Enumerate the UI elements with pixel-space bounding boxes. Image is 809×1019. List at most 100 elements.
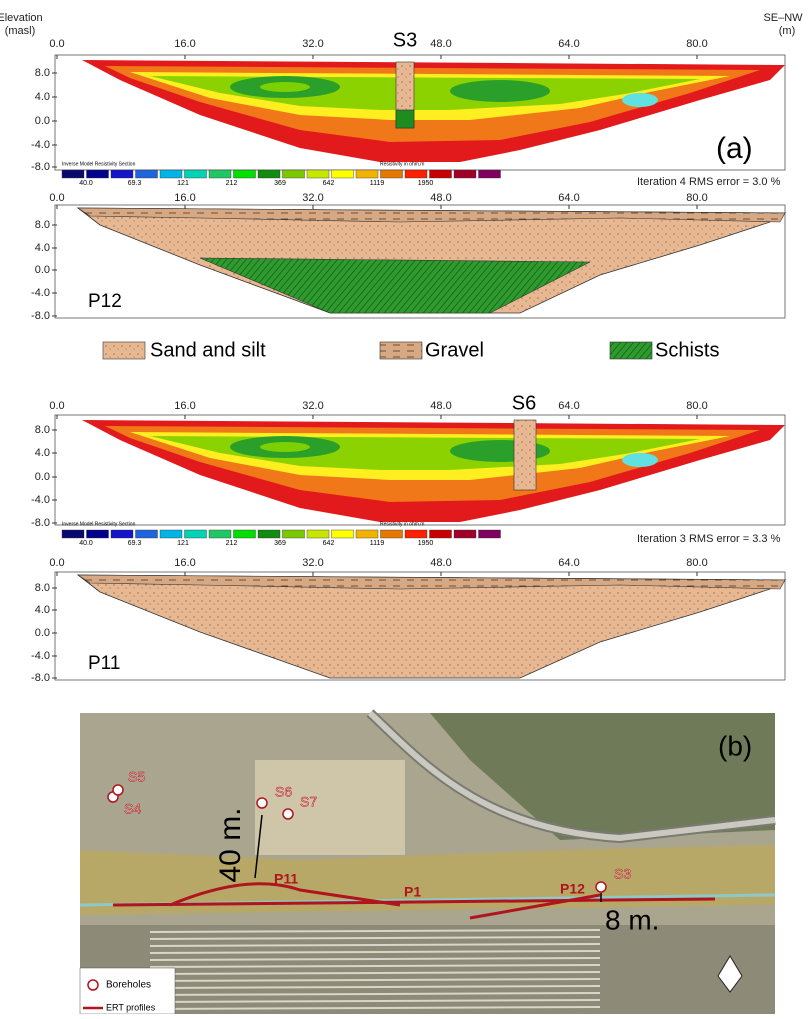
color-swatch <box>62 170 84 178</box>
color-swatch <box>258 530 280 538</box>
x-tick-label: 16.0 <box>174 192 195 204</box>
legend-label: Gravel <box>425 339 484 361</box>
x-tick-label: 0.0 <box>49 557 64 569</box>
legend-marker <box>88 980 98 990</box>
y-tick-label: -8.0 <box>31 161 50 173</box>
profile-label: P11 <box>88 653 120 674</box>
x-tick-label: 80.0 <box>686 38 707 50</box>
y-axis-unit: (masl) <box>5 25 36 37</box>
resistivity-zone <box>260 82 310 92</box>
borehole-label: S6 <box>512 392 536 414</box>
legend-label: ERT profiles <box>106 1002 156 1012</box>
color-swatch <box>160 170 182 178</box>
y-tick-label: 8.0 <box>35 582 50 594</box>
color-swatch <box>258 170 280 178</box>
x-tick-label: 48.0 <box>430 192 451 204</box>
color-scale-label: 1950 <box>418 180 434 187</box>
color-swatch <box>430 170 452 178</box>
color-swatch <box>307 530 329 538</box>
legend-label: Schists <box>655 339 719 361</box>
legend-swatch <box>103 342 145 359</box>
resistivity-zone <box>450 80 550 102</box>
geology-section <box>78 575 785 678</box>
borehole-marker <box>257 798 267 808</box>
borehole-marker <box>113 785 123 795</box>
borehole-label: S3 <box>393 29 417 51</box>
resistivity-zone <box>622 453 658 467</box>
color-scale-label: 642 <box>323 180 335 187</box>
sand-and-silt <box>78 575 785 678</box>
color-swatch <box>405 530 427 538</box>
x-tick-label: 64.0 <box>558 38 579 50</box>
x-tick-label: 64.0 <box>558 400 579 412</box>
color-scale-title: Inverse Model Resistivity Section <box>62 161 136 167</box>
profile-label: P1 <box>404 884 421 900</box>
color-scale-label: 121 <box>177 180 189 187</box>
color-swatch <box>283 170 305 178</box>
color-swatch <box>136 170 158 178</box>
y-tick-label: -8.0 <box>31 672 50 684</box>
color-scale-label: 212 <box>226 180 238 187</box>
y-tick-label: 4.0 <box>35 447 50 459</box>
y-tick-label: -4.0 <box>31 139 50 151</box>
y-tick-label: 0.0 <box>35 264 50 276</box>
profile-label: P11 <box>274 871 298 887</box>
x-tick-label: 48.0 <box>430 38 451 50</box>
color-swatch <box>209 170 231 178</box>
geology-section <box>78 208 785 313</box>
color-swatch <box>332 530 354 538</box>
x-tick-label: 16.0 <box>174 38 195 50</box>
rms-error: Iteration 4 RMS error = 3.0 % <box>637 176 781 188</box>
color-scale-label: 40.0 <box>79 180 93 187</box>
y-axis-title: Elevation <box>0 12 43 24</box>
profile-label: P12 <box>88 291 122 312</box>
y-tick-label: 8.0 <box>35 424 50 436</box>
borehole-schist <box>396 110 414 128</box>
map: S5S4S6S7S3P11P1P1240 m.8 m.(b)BoreholesE… <box>80 713 775 1014</box>
borehole-marker <box>596 882 606 892</box>
x-tick-label: 48.0 <box>430 557 451 569</box>
color-swatch <box>479 530 501 538</box>
x-tick-label: 32.0 <box>302 557 323 569</box>
resistivity-zone <box>260 442 310 452</box>
x-tick-label: 80.0 <box>686 557 707 569</box>
borehole-label: S3 <box>614 866 631 882</box>
panel-label: (b) <box>718 730 752 761</box>
legend-label: Boreholes <box>106 980 151 991</box>
color-scale-unit: Resistivity in ohm.m <box>380 161 424 167</box>
borehole-label: S7 <box>300 794 317 810</box>
color-scale-label: 1119 <box>370 540 385 547</box>
color-scale-label: 121 <box>177 540 189 547</box>
distance-label: 40 m. <box>214 807 247 882</box>
y-tick-label: -8.0 <box>31 517 50 529</box>
x-tick-label: 16.0 <box>174 557 195 569</box>
y-tick-label: -4.0 <box>31 494 50 506</box>
color-scale-label: 642 <box>323 540 335 547</box>
color-scale-label: 1950 <box>418 540 434 547</box>
color-swatch <box>209 530 231 538</box>
color-swatch <box>185 530 207 538</box>
distance-label: 8 m. <box>605 904 659 935</box>
color-swatch <box>185 170 207 178</box>
x-tick-label: 32.0 <box>302 192 323 204</box>
color-swatch <box>283 530 305 538</box>
color-scale-label: 69.3 <box>128 540 142 547</box>
borehole <box>514 420 536 490</box>
y-tick-label: 8.0 <box>35 219 50 231</box>
resistivity-section <box>82 420 785 522</box>
color-swatch <box>381 170 403 178</box>
x-tick-label: 64.0 <box>558 557 579 569</box>
x-tick-label: 0.0 <box>49 400 64 412</box>
y-tick-label: 0.0 <box>35 471 50 483</box>
borehole-label: S6 <box>275 784 292 800</box>
color-swatch <box>111 170 133 178</box>
color-swatch <box>160 530 182 538</box>
y-tick-label: -8.0 <box>31 310 50 322</box>
y-tick-label: 4.0 <box>35 604 50 616</box>
color-swatch <box>87 170 109 178</box>
color-scale-label: 212 <box>226 540 238 547</box>
legend-swatch <box>380 342 422 359</box>
x-tick-label: 80.0 <box>686 400 707 412</box>
x-tick-label: 64.0 <box>558 192 579 204</box>
color-swatch <box>87 530 109 538</box>
